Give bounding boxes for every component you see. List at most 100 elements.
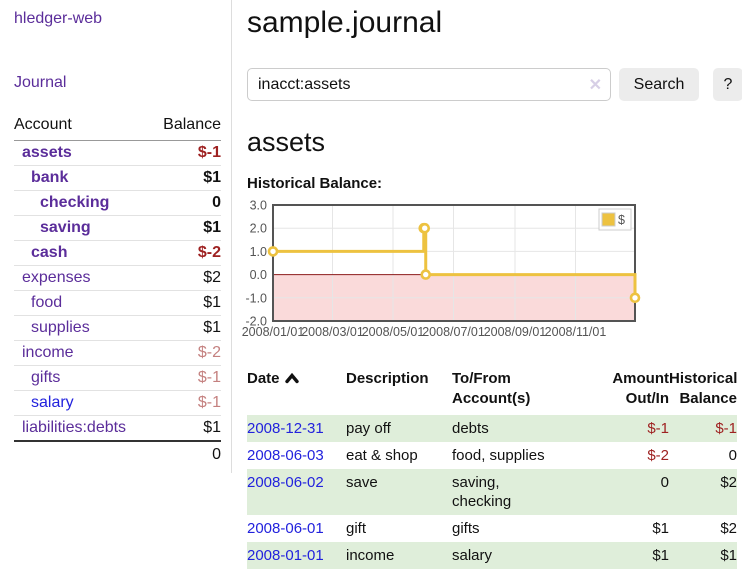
account-balance: $1 (150, 415, 221, 442)
transaction-date-link[interactable]: 2008-06-01 (247, 520, 324, 537)
page: hledger-web Journal Account Balance asse… (0, 0, 742, 569)
column-header-historical: Historical Balance (669, 370, 738, 407)
svg-text:2008/11/01: 2008/11/01 (545, 325, 607, 339)
account-balance: $1 (150, 290, 221, 316)
transaction-amount: 0 (660, 474, 669, 491)
transaction-description: income (346, 547, 395, 564)
accounts-table: Account Balance assets $-1 bank $1 checking 0… (14, 112, 221, 467)
account-row: liabilities:debts $1 (14, 415, 221, 442)
account-link[interactable]: assets (22, 144, 72, 161)
account-row: assets $-1 (14, 140, 221, 166)
transaction-accounts: debts (452, 420, 489, 437)
account-link[interactable]: expenses (22, 269, 91, 286)
transaction-description: gift (346, 520, 367, 537)
transaction-accounts: food, supplies (452, 447, 545, 464)
transaction-row: 2008-01-01 income salary $1 $1 (247, 542, 737, 569)
account-link[interactable]: gifts (31, 369, 61, 386)
accounts-total-value: 0 (150, 440, 221, 467)
svg-text:2008/01/01: 2008/01/01 (242, 325, 305, 339)
account-row: cash $-2 (14, 240, 221, 266)
app-title: hledger-web (14, 10, 221, 28)
account-balance: $-1 (150, 365, 221, 391)
account-link[interactable]: supplies (31, 319, 90, 336)
account-balance: $-2 (150, 240, 221, 266)
transaction-date-link[interactable]: 2008-12-31 (247, 420, 324, 437)
account-row: supplies $1 (14, 315, 221, 341)
svg-text:1.0: 1.0 (250, 245, 267, 259)
search-button[interactable]: Search (619, 68, 699, 101)
transaction-description: save (346, 474, 378, 491)
svg-text:-2.0: -2.0 (245, 315, 267, 329)
transaction-amount: $1 (652, 547, 669, 564)
account-balance: $2 (150, 265, 221, 291)
column-header-amount: Amount Out/In (612, 370, 669, 407)
column-header-description: Description (346, 370, 429, 387)
svg-text:2008/07/01: 2008/07/01 (422, 325, 485, 339)
app-title-link[interactable]: hledger-web (14, 10, 103, 27)
sidebar: hledger-web Journal Account Balance asse… (0, 0, 232, 473)
transaction-amount: $-1 (647, 420, 669, 437)
account-row: checking 0 (14, 190, 221, 216)
account-link[interactable]: checking (40, 194, 110, 211)
account-row: salary $-1 (14, 390, 221, 416)
account-row: bank $1 (14, 165, 221, 191)
account-balance: $-1 (150, 140, 221, 166)
account-link[interactable]: liabilities:debts (22, 419, 127, 436)
register-table: Date Description To/From Account(s) Amount … (247, 367, 737, 569)
svg-text:2008/05/01: 2008/05/01 (362, 325, 425, 339)
transaction-balance: $2 (720, 474, 737, 491)
transaction-date-link[interactable]: 2008-01-01 (247, 547, 324, 564)
account-link[interactable]: saving (40, 219, 91, 236)
column-header-date[interactable]: Date (247, 367, 346, 415)
transaction-amount: $-2 (647, 447, 669, 464)
balance-chart: 3.0 2.0 1.0 0.0 -1.0 -2.0 2008/01/01 2008/03/01… (242, 199, 742, 341)
account-link[interactable]: salary (31, 394, 74, 411)
transaction-row: 2008-12-31 pay off debts $-1 $-1 (247, 415, 737, 442)
account-balance: 0 (150, 190, 221, 216)
account-row: saving $1 (14, 215, 221, 241)
svg-text:0.0: 0.0 (250, 268, 267, 282)
transaction-balance: $1 (720, 547, 737, 564)
svg-text:2008/03/01: 2008/03/01 (301, 325, 364, 339)
nav-journal: Journal (14, 74, 221, 92)
svg-text:2.0: 2.0 (250, 222, 267, 236)
search-bar: ✕ Search ? (247, 68, 742, 101)
account-balance: $1 (150, 165, 221, 191)
transaction-description: eat & shop (346, 447, 418, 464)
svg-text:3.0: 3.0 (250, 199, 267, 213)
transaction-accounts: salary (452, 547, 493, 564)
transaction-description: pay off (346, 420, 391, 437)
transaction-row: 2008-06-02 save saving, checking 0 $2 (247, 469, 737, 515)
account-link[interactable]: cash (31, 244, 68, 261)
transaction-accounts: gifts (452, 520, 480, 537)
balance-col-header: Balance (150, 112, 221, 141)
transaction-balance: 0 (728, 447, 737, 464)
account-link[interactable]: bank (31, 169, 69, 186)
account-balance: $-1 (150, 390, 221, 416)
transaction-date-link[interactable]: 2008-06-02 (247, 474, 324, 491)
account-row: food $1 (14, 290, 221, 316)
chart-canvas: 3.0 2.0 1.0 0.0 -1.0 -2.02008/01/012008/03/01… (242, 199, 641, 339)
clear-search-icon[interactable]: ✕ (588, 77, 602, 94)
journal-link[interactable]: Journal (14, 74, 67, 91)
account-row: income $-2 (14, 340, 221, 366)
main-content: sample.journal ✕ Search ? assets Histori… (232, 0, 742, 569)
account-heading: assets (247, 127, 326, 157)
transaction-row: 2008-06-01 gift gifts $1 $2 (247, 515, 737, 542)
transaction-balance: $-1 (715, 420, 737, 437)
sidebar-accounts-body: assets $-1 bank $1 checking 0 saving $1 cash $-2 e… (14, 140, 221, 442)
svg-text:2008/09/01: 2008/09/01 (484, 325, 547, 339)
transaction-date-link[interactable]: 2008-06-03 (247, 447, 324, 464)
search-input[interactable] (247, 68, 611, 101)
account-balance: $1 (150, 315, 221, 341)
register-header-row: Date Description To/From Account(s) Amount … (247, 367, 737, 415)
column-header-to-from: To/From Account(s) (452, 370, 531, 407)
transaction-row: 2008-06-03 eat & shop food, supplies $-2 0 (247, 442, 737, 469)
svg-text:$: $ (618, 213, 625, 227)
sort-ascending-icon (284, 372, 299, 384)
account-row: expenses $2 (14, 265, 221, 291)
transaction-accounts: saving, checking (452, 474, 512, 510)
account-link[interactable]: income (22, 344, 74, 361)
help-button[interactable]: ? (713, 68, 742, 101)
account-link[interactable]: food (31, 294, 63, 311)
